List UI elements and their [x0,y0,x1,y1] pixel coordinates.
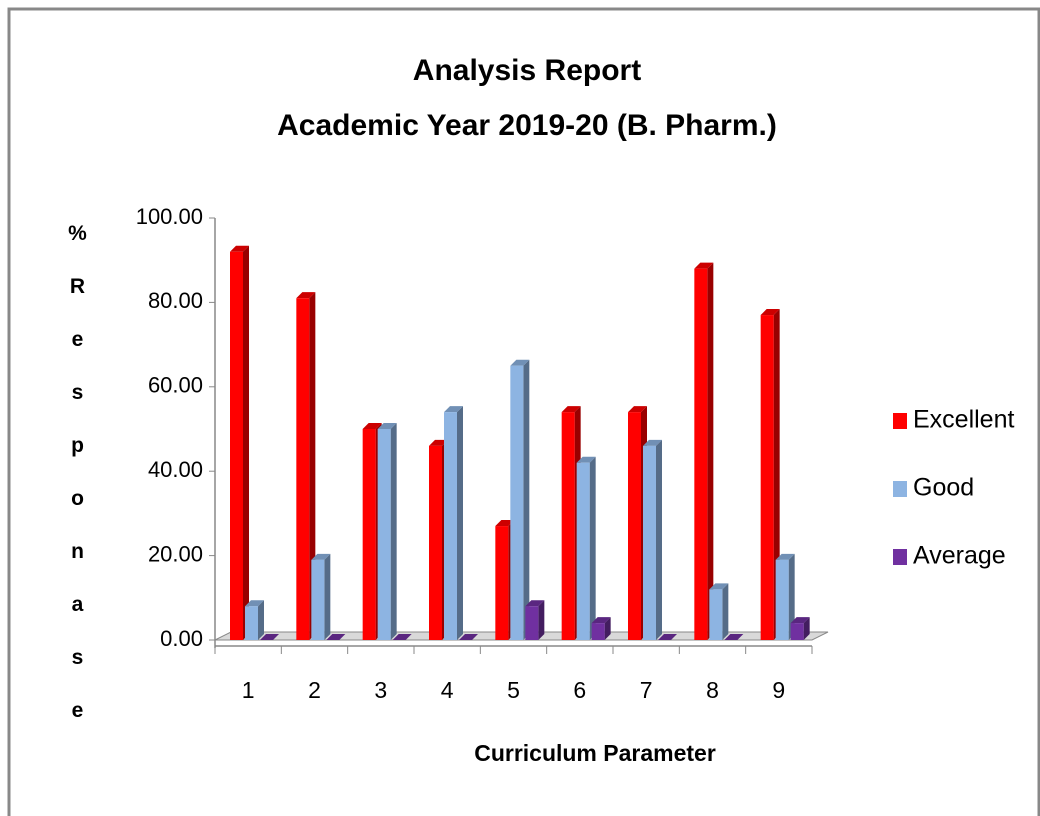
bar-top [591,617,611,624]
bar-top [628,406,647,413]
y-tick-label: 20.00 [148,541,203,566]
bar-top [260,634,279,640]
bar-top [230,245,249,252]
bar-top [296,292,316,299]
bar-top [326,634,346,640]
bar [444,412,457,640]
bar-top [245,600,264,607]
bar-top [362,423,382,429]
bar [495,526,509,640]
x-tick-label: 4 [441,677,454,703]
bar-side [773,309,780,640]
x-tick-label: 9 [772,677,785,703]
bar-side [589,456,596,640]
bar-side [722,583,729,640]
legend-label: Good [913,474,974,502]
bar-top [576,456,596,463]
bar-top [724,634,744,640]
bar-side [523,359,530,640]
bar-top [495,520,515,527]
bar-top [525,600,545,607]
bar-top [444,406,463,413]
bar-top [709,583,729,590]
x-tick-label: 8 [706,677,719,703]
legend-swatch [893,549,907,565]
bar [628,412,641,640]
bar [230,251,243,640]
x-tick-label: 3 [374,677,387,703]
bar-top [775,553,795,560]
bar [760,315,774,640]
bar-top [760,309,780,316]
bar-top [790,617,810,624]
x-tick-label: 2 [308,677,321,703]
y-tick-label: 0.00 [160,626,203,651]
bar-top [377,423,397,429]
bar-side [707,262,714,640]
bar [576,462,590,640]
bar-side [803,617,810,640]
x-tick-label: 6 [573,677,586,703]
y-tick-label: 80.00 [148,288,203,313]
bar-top [429,439,448,446]
x-tick-label: 7 [640,677,653,703]
legend-label: Excellent [913,406,1014,434]
bar [561,412,575,640]
bar [377,429,391,640]
bar [525,606,539,640]
bar-side [258,600,264,640]
y-tick-label: 100.00 [136,204,203,229]
bar [591,623,605,640]
bar [790,623,804,640]
x-tick-label: 1 [242,677,255,703]
legend-swatch [893,481,907,497]
bar [709,589,723,640]
bar-side [324,553,331,640]
x-axis-label: Curriculum Parameter [474,740,716,766]
bar [694,268,708,640]
bar [362,429,376,640]
y-tick-label: 60.00 [148,373,203,398]
bar-top [561,406,581,413]
bar-side [538,600,545,640]
bar-side [656,439,662,640]
y-axis-label: %Responase [66,222,89,752]
bar-top [510,359,530,366]
bar-side [309,292,316,640]
bar-side [390,423,397,640]
x-tick-label: 5 [507,677,520,703]
legend-swatch [893,413,907,429]
y-tick-label: 40.00 [148,457,203,482]
bar [311,559,325,640]
chart-subtitle: Academic Year 2019-20 (B. Pharm.) [277,109,777,142]
bar-top [392,634,412,640]
bar-top [694,262,714,269]
bar [296,298,310,640]
bar-side [604,617,611,640]
bar-top [643,439,662,446]
bar [775,559,789,640]
bar [245,606,258,640]
bar [643,445,656,640]
bar [510,365,524,640]
bar-top [658,634,677,640]
legend-label: Average [913,542,1006,570]
bar-side [788,553,795,640]
bar-side [243,245,249,640]
bar-top [311,553,331,560]
bar-top [459,634,478,640]
bar-side [457,406,463,640]
chart-title: Analysis Report [413,54,641,87]
bar [429,445,442,640]
